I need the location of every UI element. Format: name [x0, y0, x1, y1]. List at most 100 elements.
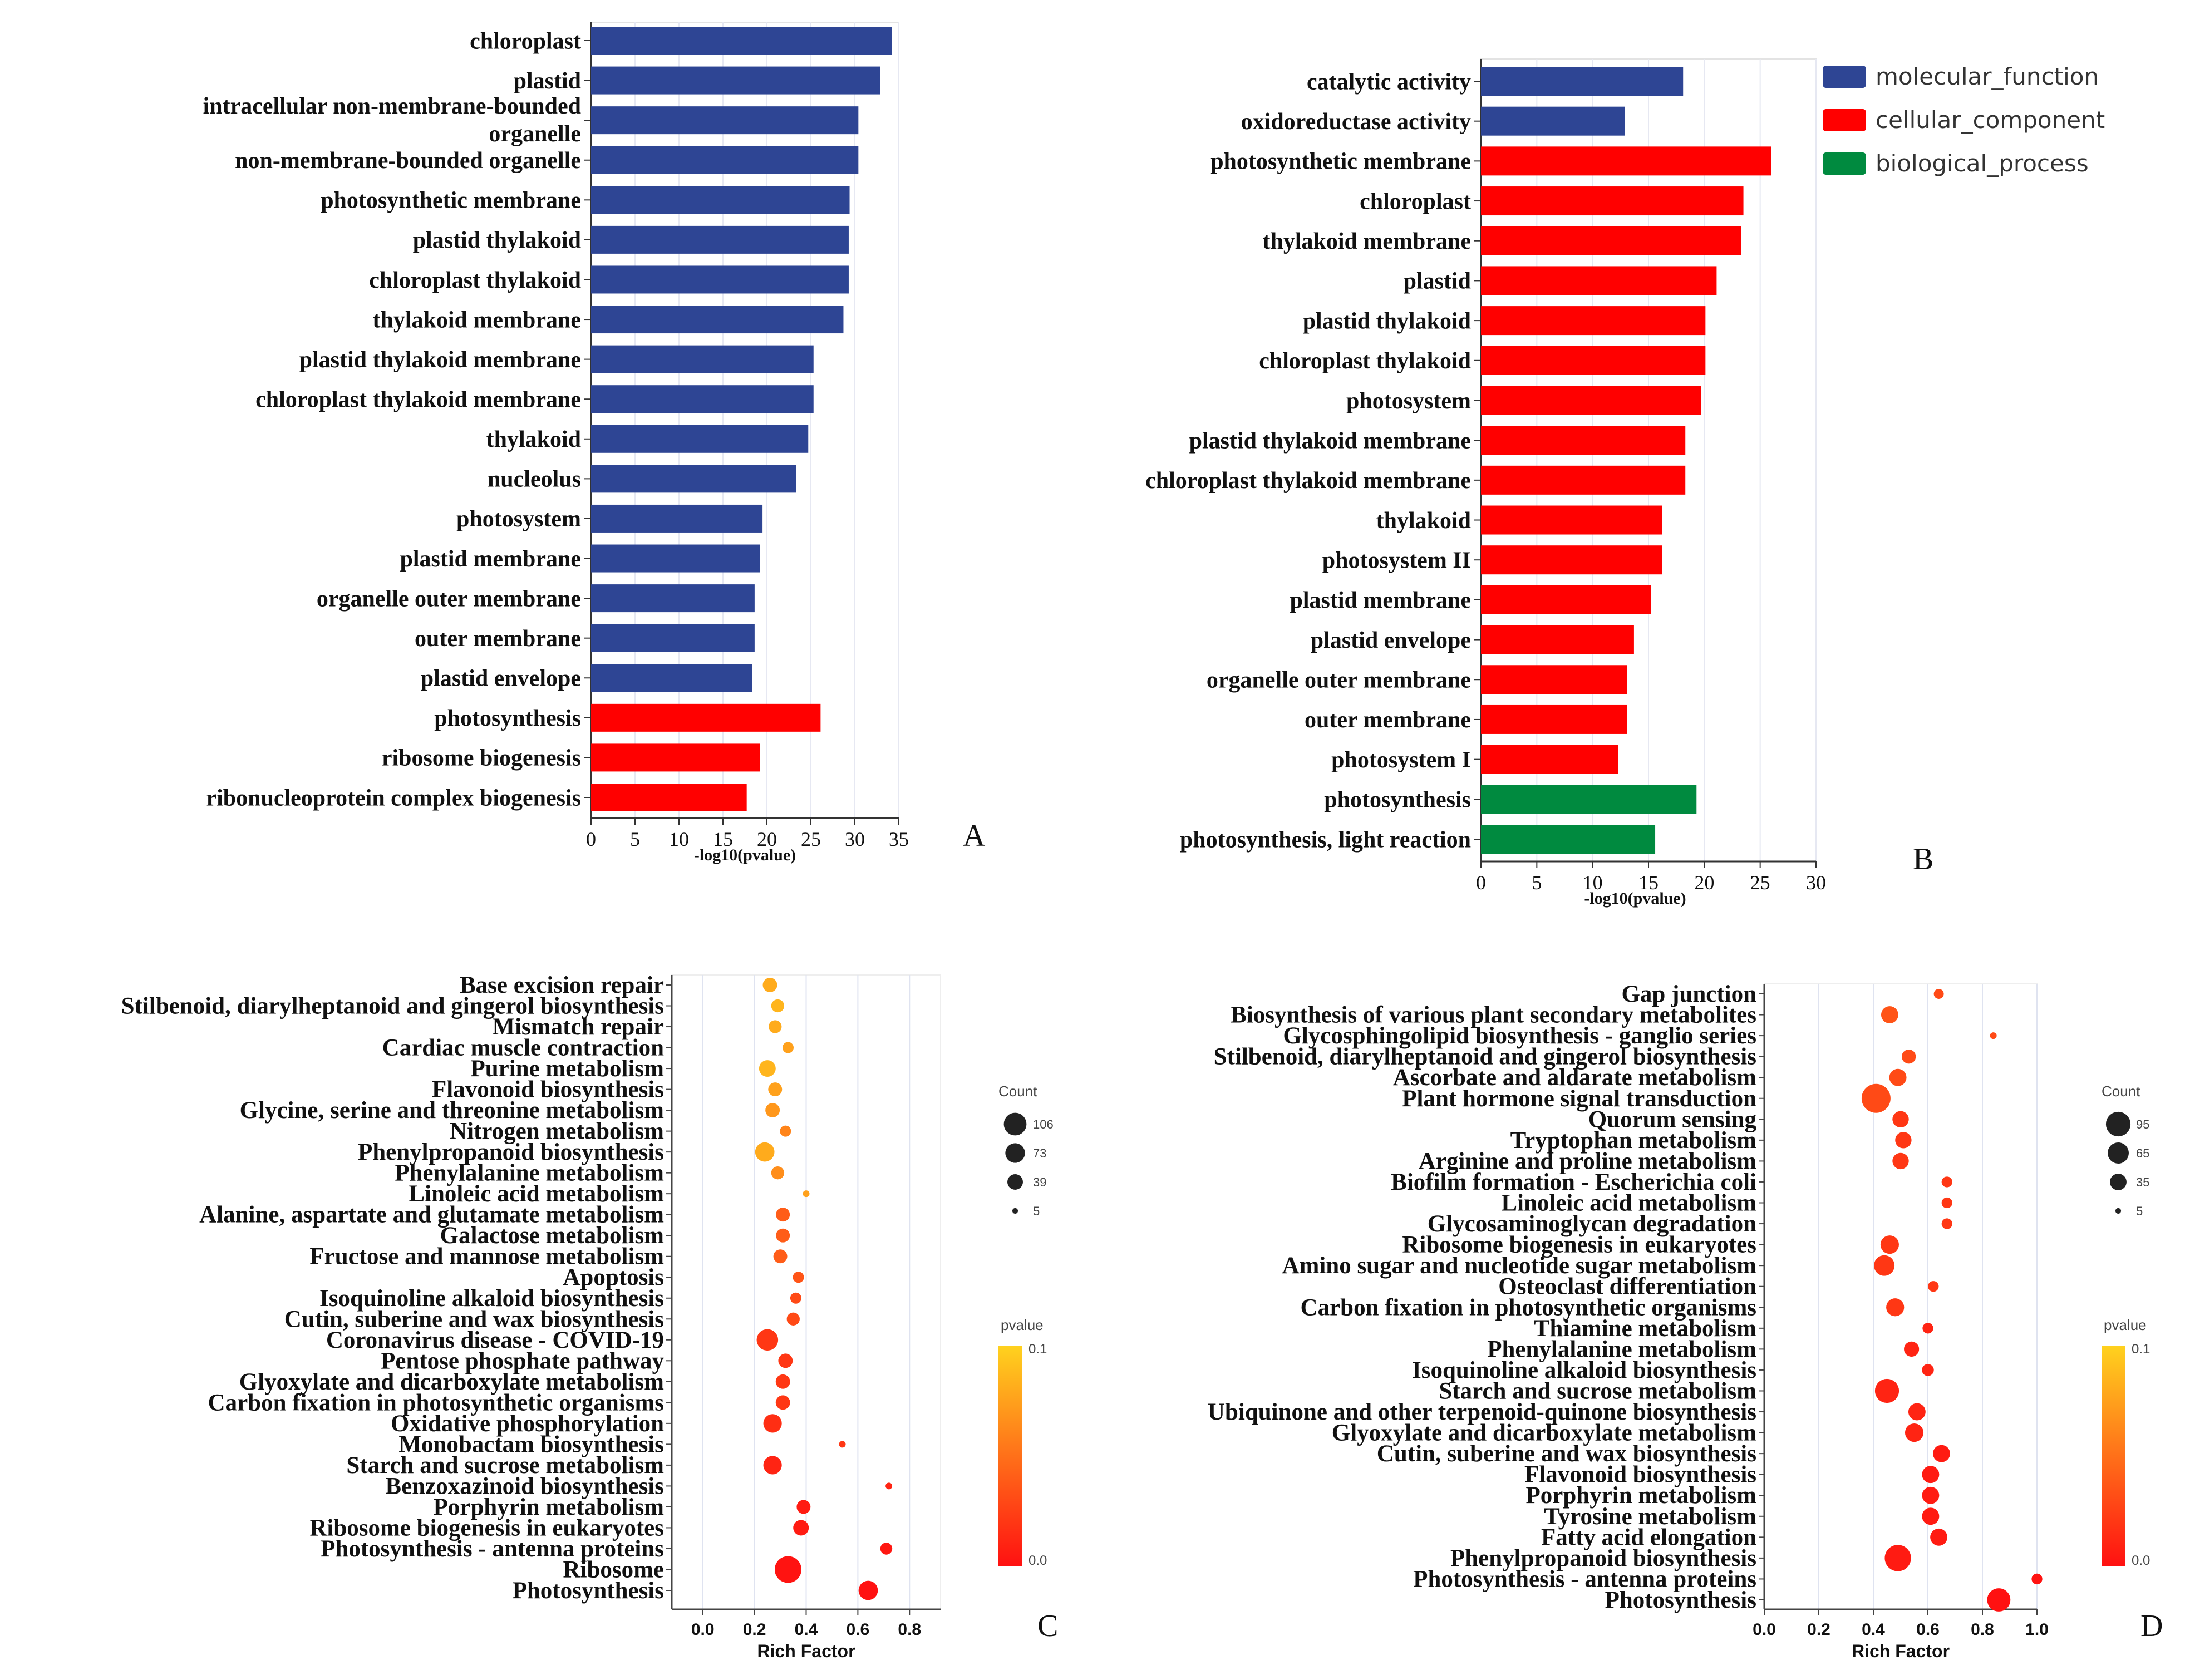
bar	[1481, 426, 1686, 455]
x-tick-label: 10	[1583, 871, 1603, 894]
bar	[591, 624, 755, 652]
pathway-label: Phenylpropanoid biosynthesis	[358, 1139, 664, 1165]
bubble	[1892, 1111, 1909, 1128]
bar	[591, 106, 859, 135]
x-tick-label: 0.0	[1753, 1620, 1776, 1639]
bar-label: plastid thylakoid membrane	[299, 347, 581, 373]
bubble	[773, 1249, 788, 1264]
bubble	[858, 1580, 878, 1600]
x-tick-label: 30	[845, 828, 865, 850]
pathway-label: Stilbenoid, diarylheptanoid and gingerol…	[121, 993, 664, 1019]
bar-label: photosynthetic membrane	[321, 188, 581, 214]
x-tick-label: 30	[1806, 871, 1826, 894]
bar	[1481, 785, 1697, 814]
bar	[591, 703, 821, 732]
bar-label: photosystem	[1346, 388, 1471, 414]
bubble	[1874, 1378, 1899, 1403]
bar	[591, 385, 814, 413]
panel-label-c: C	[1037, 1609, 1058, 1643]
bubble	[755, 1142, 775, 1162]
x-tick-label: 0.2	[1807, 1620, 1830, 1639]
pathway-label: Carbon fixation in photosynthetic organi…	[208, 1390, 664, 1416]
legend-label: biological_process	[1876, 150, 2089, 177]
bar-label: nucleolus	[488, 467, 581, 492]
pathway-label: Linoleic acid metabolism	[1501, 1190, 1756, 1216]
x-tick-label: 20	[1694, 871, 1714, 894]
x-tick-label: 0.0	[691, 1620, 715, 1639]
bubble	[769, 1020, 782, 1033]
bubble	[762, 978, 777, 992]
pathway-label: Purine metabolism	[470, 1056, 664, 1082]
bar	[591, 664, 752, 692]
panel-label-a: A	[963, 819, 986, 853]
pathway-label: Isoquinoline alkaloid biosynthesis	[1412, 1357, 1756, 1383]
plot-frame	[590, 22, 899, 819]
pathway-label: Tryptophan metabolism	[1510, 1127, 1757, 1154]
bar	[1481, 106, 1625, 136]
pathway-label: Oxidative phosphorylation	[391, 1411, 664, 1437]
bar-label: plastid membrane	[1290, 588, 1472, 613]
bubble	[774, 1556, 801, 1583]
bar	[591, 186, 850, 214]
bubble	[776, 1208, 790, 1222]
pathway-label: Glycosaminoglycan degradation	[1428, 1211, 1756, 1237]
pathway-label: Stilbenoid, diarylheptanoid and gingerol…	[1214, 1044, 1756, 1070]
x-tick-label: 0.2	[743, 1620, 766, 1639]
bar	[1481, 226, 1741, 255]
pathway-label: Photosynthesis - antenna proteins	[321, 1536, 664, 1562]
size-legend-bubble	[2108, 1142, 2129, 1164]
bubble	[839, 1441, 846, 1448]
pathway-label: Photosynthesis	[513, 1578, 664, 1604]
bubble	[796, 1500, 811, 1514]
size-legend-bubble	[1012, 1208, 1018, 1214]
size-legend-label: 5	[2136, 1204, 2143, 1218]
bar-label: oxidoreductase activity	[1241, 109, 1471, 135]
x-tick-label: 25	[801, 828, 821, 850]
x-tick-label: 0	[586, 828, 596, 850]
bar-label: plastid envelope	[1311, 628, 1471, 653]
pathway-label: Mismatch repair	[493, 1014, 665, 1040]
bubble	[1941, 1218, 1952, 1229]
bubble	[1941, 1197, 1952, 1209]
bubble	[768, 1082, 783, 1097]
bar	[591, 544, 760, 573]
size-legend-bubble	[1003, 1112, 1027, 1136]
bubble	[1861, 1083, 1891, 1113]
size-legend-label: 35	[2136, 1175, 2149, 1189]
bubble	[1990, 1032, 1997, 1039]
x-tick-label: 1.0	[2025, 1620, 2049, 1639]
pathway-label: Porphyrin metabolism	[1526, 1482, 1757, 1509]
bar-label: plastid thylakoid membrane	[1189, 428, 1471, 454]
bar-label: chloroplast	[470, 28, 581, 54]
pathway-label: Carbon fixation in photosynthetic organi…	[1301, 1294, 1756, 1321]
x-tick-label: 15	[713, 828, 733, 850]
bar-label: thylakoid membrane	[372, 307, 581, 333]
bar-label: chloroplast thylakoid membrane	[255, 387, 581, 412]
bar	[1481, 306, 1706, 336]
pathway-label: Osteoclast differentiation	[1498, 1274, 1756, 1300]
bar	[1481, 146, 1771, 176]
bar	[1481, 465, 1686, 495]
pathway-label: Coronavirus disease - COVID-19	[326, 1327, 664, 1353]
bar	[591, 146, 859, 174]
size-legend-bubble	[2110, 1174, 2127, 1190]
size-legend-label: 39	[1033, 1175, 1046, 1189]
x-axis-title: Rich Factor	[1852, 1641, 1950, 1661]
x-axis-title: Rich Factor	[757, 1641, 855, 1661]
bubble	[759, 1060, 776, 1077]
color-legend-bar	[2102, 1346, 2125, 1566]
pathway-label: Phenylpropanoid biosynthesis	[1450, 1545, 1756, 1571]
pathway-label: Benzoxazinoid biosynthesis	[385, 1473, 664, 1499]
bar	[591, 27, 892, 55]
bar	[1481, 585, 1651, 614]
bar	[1481, 665, 1627, 694]
legend-swatch	[1823, 109, 1866, 131]
bar-label: outer membrane	[1305, 707, 1471, 733]
x-tick-label: 0	[1476, 871, 1486, 894]
bubble	[2031, 1573, 2043, 1585]
x-tick-label: 0.4	[795, 1620, 818, 1639]
size-legend-bubble	[2105, 1111, 2131, 1137]
color-legend-min: 0.0	[2132, 1553, 2150, 1568]
